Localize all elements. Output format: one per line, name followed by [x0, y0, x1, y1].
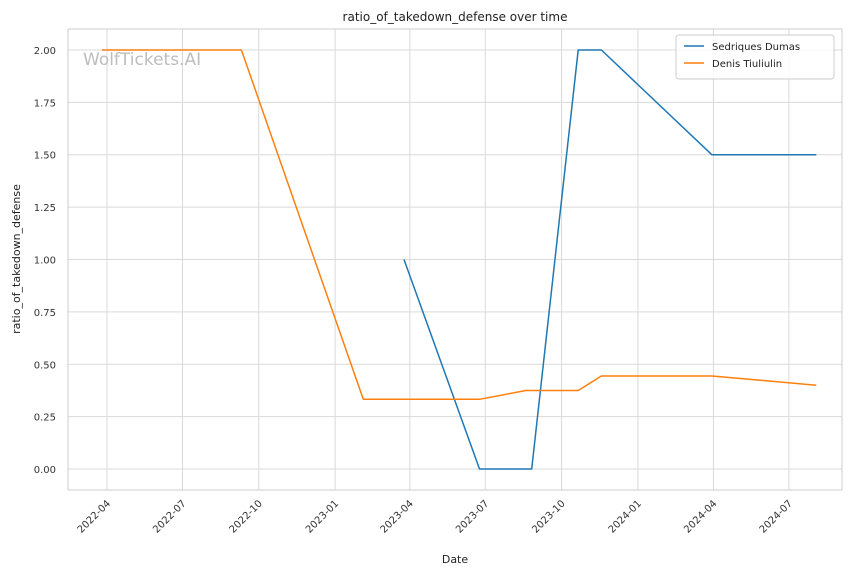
y-tick-label: 1.75: [34, 98, 56, 109]
watermark: WolfTickets.AI: [83, 50, 201, 70]
plot-frame: [67, 28, 843, 491]
series-line-0: [403, 49, 817, 470]
legend-label: Sedriques Dumas: [712, 42, 800, 53]
y-tick-label: 0.00: [34, 465, 56, 476]
y-tick-label: 0.50: [34, 360, 56, 371]
legend: Sedriques Dumas Denis Tiuliulin: [675, 34, 835, 80]
series-line-1: [102, 49, 817, 401]
legend-label: Denis Tiuliulin: [712, 59, 782, 70]
y-tick-label: 2.00: [34, 46, 56, 57]
series-group: [102, 49, 817, 470]
grid: [68, 29, 842, 490]
x-axis-label: Date: [442, 553, 469, 566]
y-tick-label: 0.25: [34, 413, 56, 424]
legend-box: [675, 34, 835, 80]
y-axis: 0.00 0.25 0.50 0.75 1.00 1.25 1.50 1.75 2.00: [34, 46, 56, 476]
y-axis-label: ratio_of_takedown_defense: [10, 184, 23, 334]
y-tick-label: 1.25: [34, 203, 56, 214]
chart-title: ratio_of_takedown_defense over time: [343, 10, 568, 24]
y-tick-label: 0.75: [34, 308, 56, 319]
y-tick-label: 1.00: [34, 256, 56, 267]
y-tick-label: 1.50: [34, 151, 56, 162]
